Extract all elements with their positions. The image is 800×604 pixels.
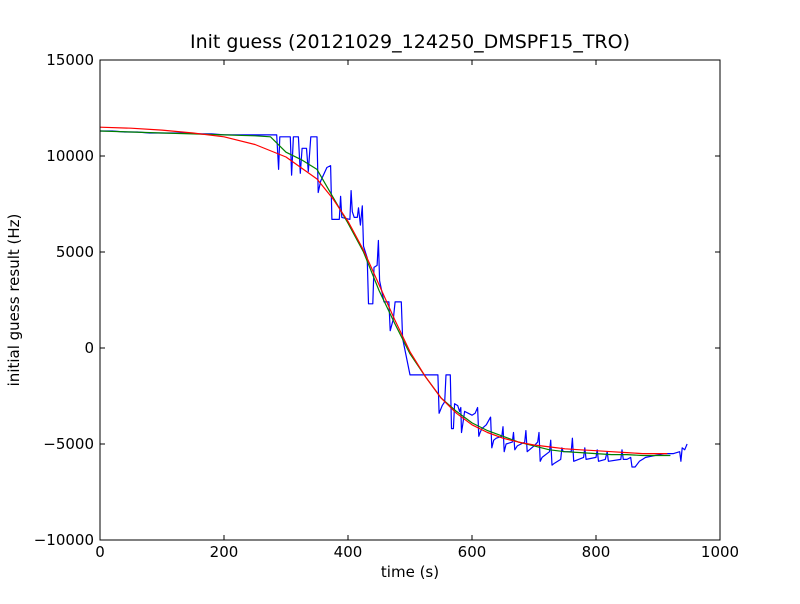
y-tick-label: 10000 xyxy=(46,147,94,165)
plot-area-frame xyxy=(99,59,721,541)
x-axis-ticks: 0 200 400 600 800 1000 xyxy=(95,60,739,561)
y-axis-label: initial guess result (Hz) xyxy=(5,214,23,387)
series-line-2 xyxy=(100,126,668,455)
y-tick-label: 5000 xyxy=(56,243,94,261)
x-tick-label: 1000 xyxy=(701,543,739,561)
y-axis-ticks: −10000 −5000 0 5000 10000 15000 xyxy=(34,51,720,549)
y-tick-label: 15000 xyxy=(46,51,94,69)
x-tick-label: 400 xyxy=(334,543,363,561)
x-tick-label: 0 xyxy=(95,543,105,561)
x-tick-label: 600 xyxy=(458,543,487,561)
y-tick-label: −5000 xyxy=(43,435,94,453)
x-axis-label: time (s) xyxy=(381,563,439,581)
y-tick-label: 0 xyxy=(84,339,94,357)
x-tick-label: 200 xyxy=(210,543,239,561)
y-tick-label: −10000 xyxy=(34,531,94,549)
chart-title: Init guess (20121029_124250_DMSPF15_TRO) xyxy=(190,31,630,53)
series-line-0 xyxy=(100,130,688,468)
x-tick-label: 800 xyxy=(582,543,611,561)
series-layer xyxy=(100,126,688,468)
